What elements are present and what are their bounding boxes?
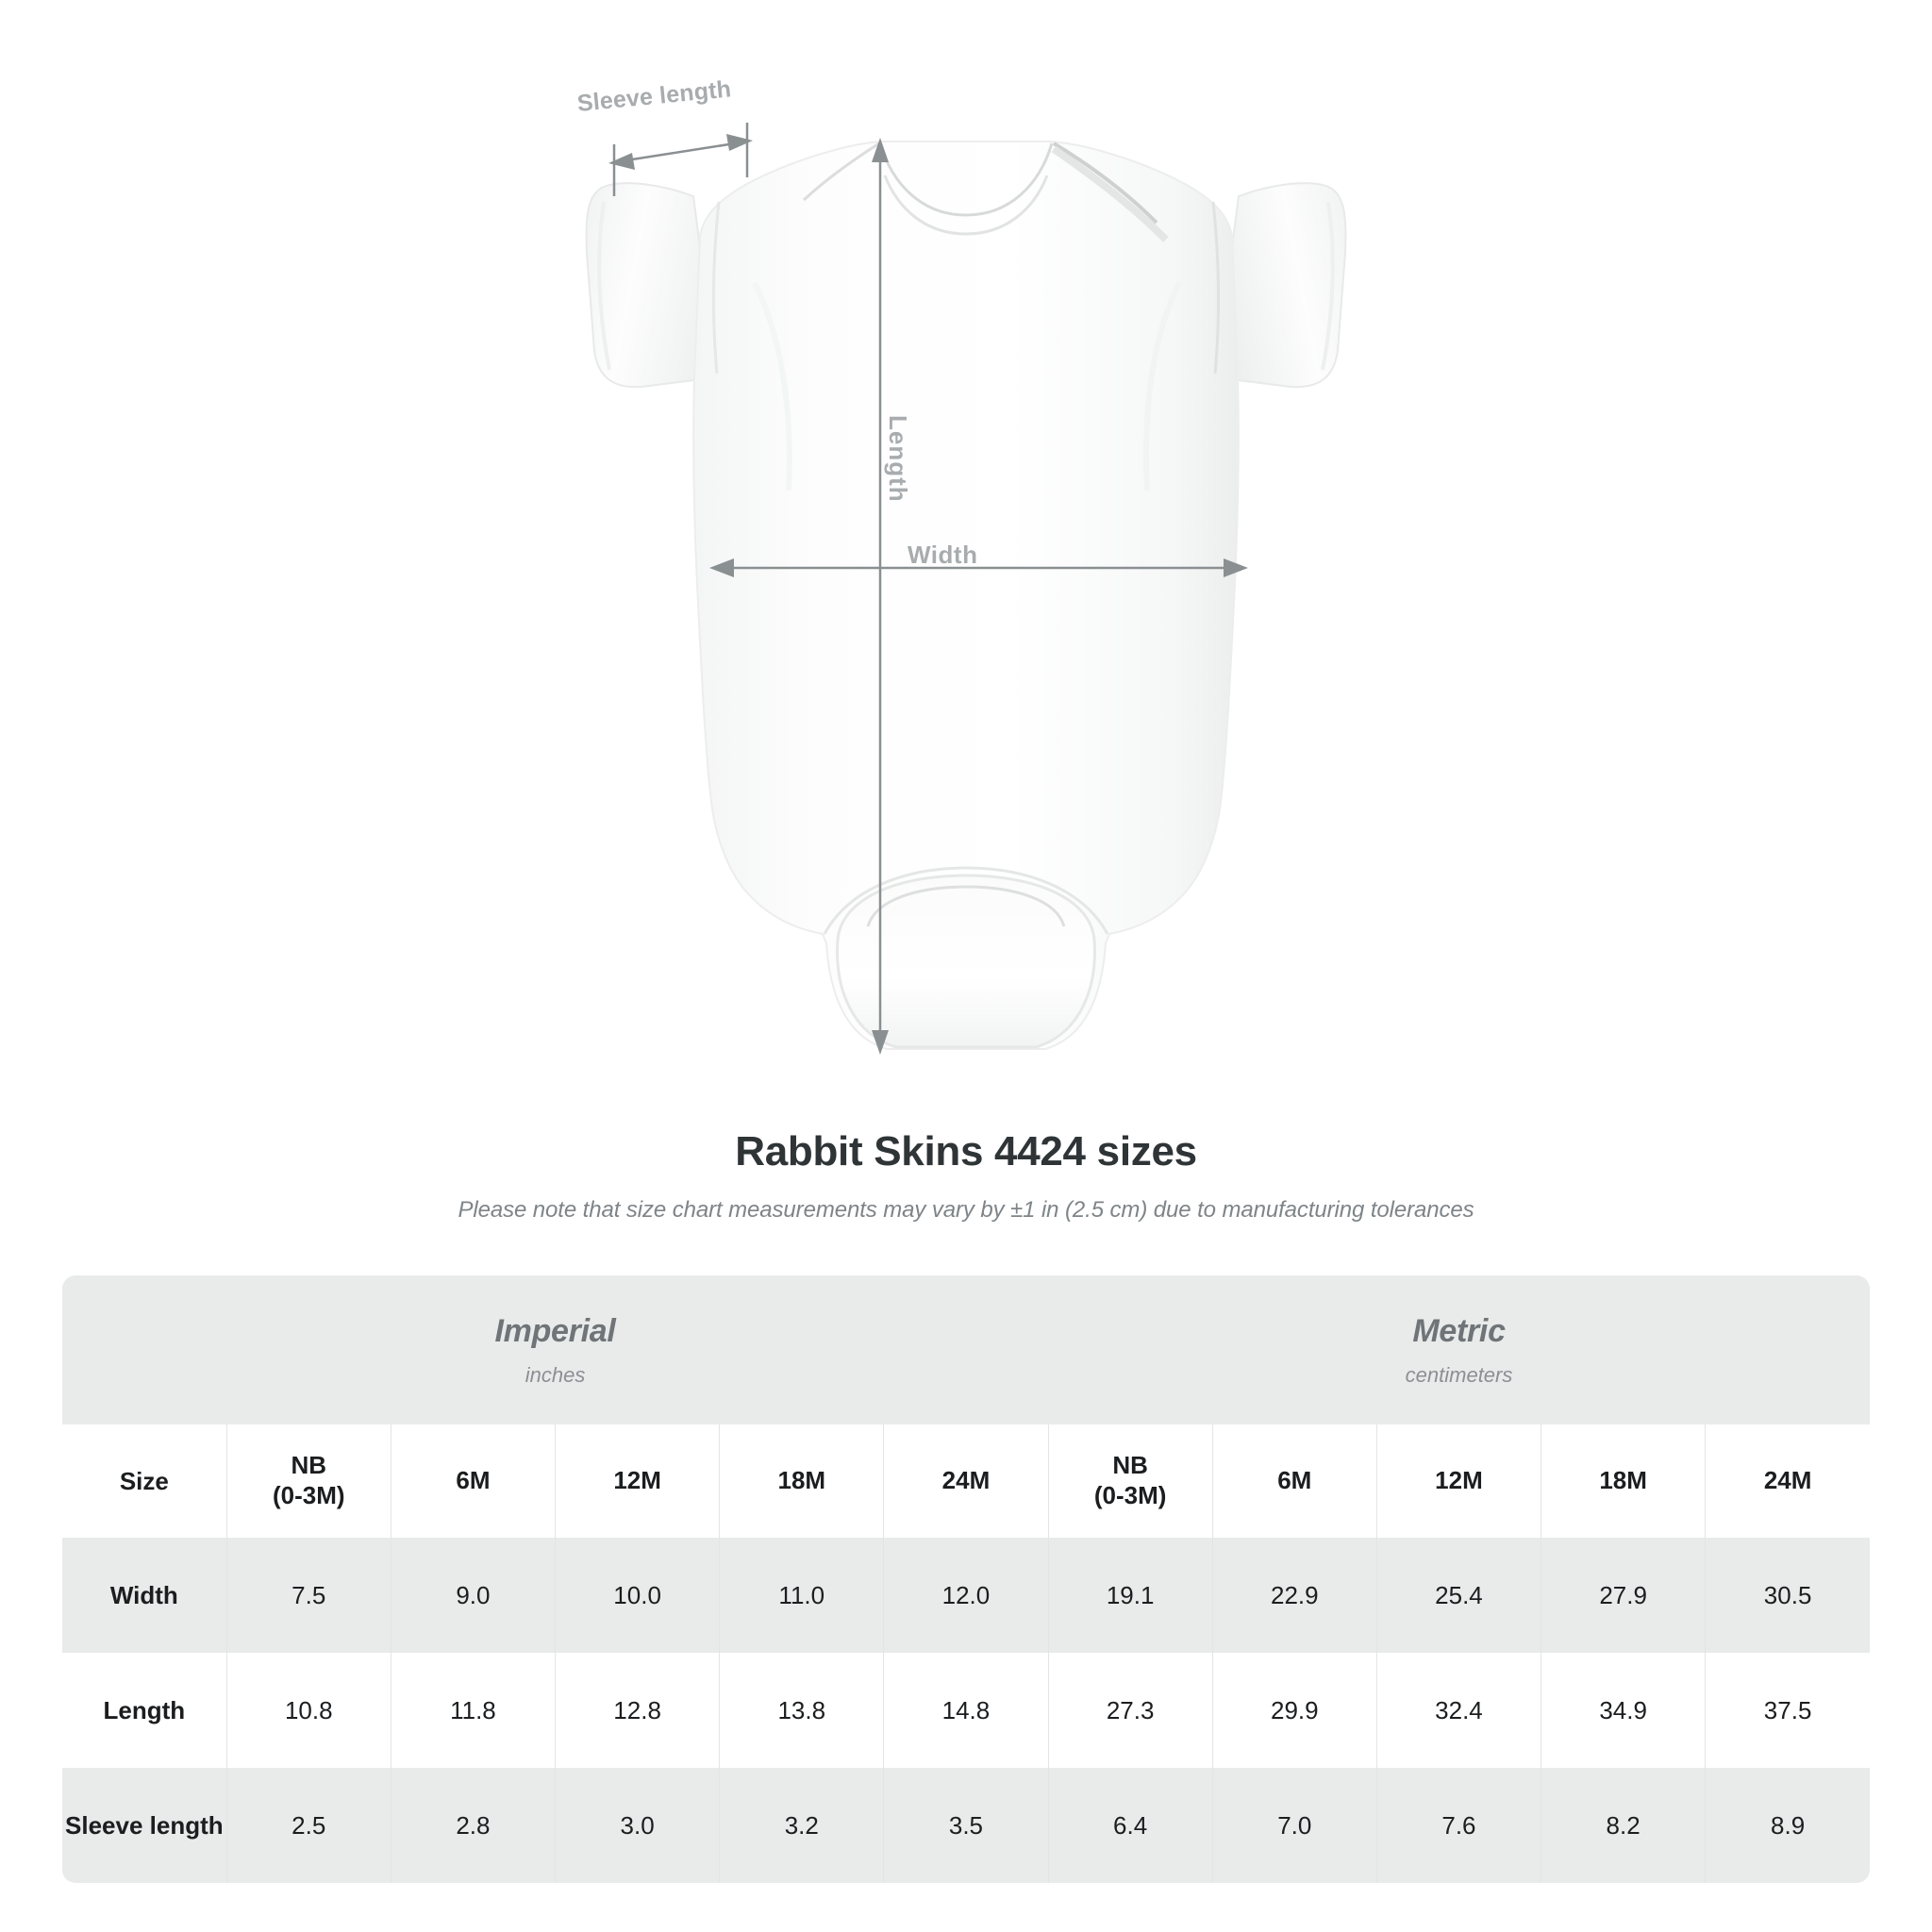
metric-banner-cell: Metric centimeters <box>1048 1275 1870 1424</box>
column-header-metric-18m: 18M <box>1541 1424 1706 1538</box>
left-armhole-seam <box>711 201 721 375</box>
column-header-imperial-12m: 12M <box>555 1424 720 1538</box>
cell-length-imperial-12m: 12.8 <box>555 1653 720 1768</box>
column-header-main: 6M <box>1277 1466 1312 1495</box>
cell-width-imperial-24m: 12.0 <box>883 1538 1049 1653</box>
imperial-banner-cell: Imperial inches <box>62 1275 1049 1424</box>
left-sleeve <box>585 182 719 389</box>
column-header-metric-12m: 12M <box>1375 1424 1541 1538</box>
cell-sleeve-metric-nb: 6.4 <box>1047 1768 1213 1883</box>
cell-width-imperial-18m: 11.0 <box>719 1538 884 1653</box>
bodysuit-drawing <box>585 123 1347 1055</box>
cell-length-imperial-nb: 10.8 <box>225 1653 391 1768</box>
metric-unit-sub: centimeters <box>1405 1362 1513 1387</box>
column-header-main: 18M <box>777 1466 826 1495</box>
row-label-length: Length <box>62 1653 227 1768</box>
cell-sleeve-metric-12m: 7.6 <box>1375 1768 1541 1883</box>
right-sleeve-hem <box>1321 201 1335 371</box>
cell-sleeve-metric-24m: 8.9 <box>1705 1768 1870 1883</box>
right-lap-shoulder-seam <box>1052 142 1158 225</box>
snap-crotch-flap <box>836 874 1096 1049</box>
column-header-imperial-nb: NB (0-3M) <box>225 1424 391 1538</box>
cell-width-metric-12m: 25.4 <box>1375 1538 1541 1653</box>
left-lap-shoulder-seam <box>802 142 880 202</box>
table-row: Sleeve length 2.5 2.8 3.0 3.2 3.5 6.4 7.… <box>62 1768 1870 1883</box>
sleeve-dimension-guide <box>608 123 753 196</box>
cell-sleeve-imperial-nb: 2.5 <box>225 1768 391 1883</box>
cell-width-metric-nb: 19.1 <box>1047 1538 1213 1653</box>
column-header-main: NB <box>291 1451 327 1480</box>
imperial-unit-name: Imperial <box>494 1312 616 1349</box>
column-header-imperial-24m: 24M <box>883 1424 1049 1538</box>
cell-width-imperial-12m: 10.0 <box>555 1538 720 1653</box>
fabric-fold-left <box>752 281 792 491</box>
cell-width-metric-6m: 22.9 <box>1211 1538 1377 1653</box>
cell-length-imperial-18m: 13.8 <box>719 1653 884 1768</box>
row-label-sleeve-length: Sleeve length <box>62 1768 227 1883</box>
cell-length-metric-18m: 34.9 <box>1541 1653 1706 1768</box>
width-dimension-guide <box>709 558 1248 577</box>
left-sleeve-hem <box>597 201 611 371</box>
snap-flap-topstitch <box>866 885 1066 927</box>
cell-width-metric-24m: 30.5 <box>1705 1538 1870 1653</box>
length-dimension-label: Length <box>884 415 912 503</box>
page-title: Rabbit Skins 4424 sizes <box>735 1128 1197 1174</box>
cell-sleeve-imperial-6m: 2.8 <box>390 1768 556 1883</box>
cell-sleeve-metric-18m: 8.2 <box>1541 1768 1706 1883</box>
cell-length-metric-12m: 32.4 <box>1375 1653 1541 1768</box>
column-header-sub: (0-3M) <box>272 1481 345 1509</box>
cell-length-metric-6m: 29.9 <box>1211 1653 1377 1768</box>
size-header-label: Size <box>62 1424 227 1538</box>
right-lap-shoulder-shadow <box>1051 145 1169 242</box>
cell-length-imperial-24m: 14.8 <box>883 1653 1049 1768</box>
cell-sleeve-imperial-12m: 3.0 <box>555 1768 720 1883</box>
column-header-main: 24M <box>941 1466 991 1495</box>
cell-sleeve-metric-6m: 7.0 <box>1211 1768 1377 1883</box>
column-header-main: 6M <box>456 1466 491 1495</box>
row-label-width: Width <box>62 1538 227 1653</box>
column-header-metric-nb: NB (0-3M) <box>1047 1424 1213 1538</box>
cell-width-metric-18m: 27.9 <box>1541 1538 1706 1653</box>
neckline-outer <box>878 142 1054 217</box>
cell-length-metric-nb: 27.3 <box>1047 1653 1213 1768</box>
cell-sleeve-imperial-24m: 3.5 <box>883 1768 1049 1883</box>
column-header-main: 24M <box>1763 1466 1812 1495</box>
cell-width-imperial-nb: 7.5 <box>225 1538 391 1653</box>
cell-length-imperial-6m: 11.8 <box>390 1653 556 1768</box>
column-header-main: 12M <box>613 1466 661 1495</box>
column-header-main: 12M <box>1435 1466 1483 1495</box>
column-header-imperial-6m: 6M <box>390 1424 556 1538</box>
width-dimension-label: Width <box>908 541 978 569</box>
table-row: Length 10.8 11.8 12.8 13.8 14.8 27.3 29.… <box>62 1653 1870 1768</box>
right-sleeve <box>1213 182 1347 389</box>
cell-width-imperial-6m: 9.0 <box>390 1538 556 1653</box>
unit-banner-row: Imperial inches Metric centimeters <box>62 1275 1870 1424</box>
size-header-row: Size NB (0-3M) 6M 12M 18M 24M N <box>62 1424 1870 1538</box>
title-block: Rabbit Skins 4424 sizes Please note that… <box>0 1128 1932 1224</box>
column-header-sub: (0-3M) <box>1093 1481 1167 1509</box>
cell-sleeve-imperial-18m: 3.2 <box>719 1768 884 1883</box>
fabric-fold-right <box>1143 281 1182 491</box>
column-header-imperial-18m: 18M <box>719 1424 884 1538</box>
length-dimension-guide <box>872 138 889 1055</box>
cell-length-metric-24m: 37.5 <box>1705 1653 1870 1768</box>
garment-illustration: Sleeve length Length Width <box>576 75 1347 1055</box>
size-chart-table: Imperial inches Metric centimeters Size … <box>62 1275 1870 1883</box>
imperial-unit-sub: inches <box>525 1362 586 1387</box>
tolerance-note: Please note that size chart measurements… <box>458 1196 1474 1223</box>
bodysuit-body <box>692 141 1240 1050</box>
neckline-inner <box>883 175 1049 236</box>
leg-opening-seam <box>823 866 1109 935</box>
right-armhole-seam <box>1211 201 1221 375</box>
column-header-main: 18M <box>1599 1466 1647 1495</box>
table-row: Width 7.5 9.0 10.0 11.0 12.0 19.1 22.9 2… <box>62 1538 1870 1653</box>
metric-unit-name: Metric <box>1412 1312 1506 1349</box>
column-header-metric-24m: 24M <box>1705 1424 1870 1538</box>
column-header-main: NB <box>1112 1451 1148 1480</box>
column-header-metric-6m: 6M <box>1211 1424 1377 1538</box>
